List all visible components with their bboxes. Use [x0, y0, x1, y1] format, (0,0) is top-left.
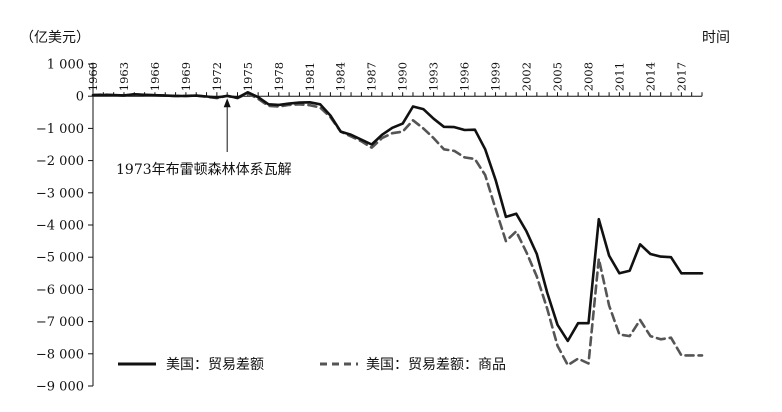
x-tick-label: 2014	[643, 62, 657, 91]
x-tick-label: 1969	[179, 62, 193, 91]
legend: 美国：贸易差额 美国：贸易差额：商品	[118, 357, 506, 373]
y-axis: 1 000 0 −1 000 −2 000 −3 000 −4 000 −5 000 −6 0…	[36, 58, 94, 395]
x-tick-label: 2002	[520, 62, 534, 91]
y-tick-label: −8 000	[36, 347, 84, 362]
plot-lines	[91, 91, 704, 367]
annotation: 1973年布雷顿森林体系瓦解	[116, 98, 292, 178]
series-line-trade-balance	[91, 91, 704, 343]
y-tick-label: −2 000	[36, 154, 84, 169]
legend-label-solid: 美国：贸易差额	[166, 357, 264, 373]
x-tick-label: 1993	[427, 62, 441, 91]
x-tick-label: 1984	[334, 62, 348, 91]
y-tick-label: 0	[76, 90, 84, 105]
x-tick-label: 1999	[489, 62, 503, 91]
y-axis-title: （亿美元）	[20, 30, 90, 46]
x-tick-label: 1972	[210, 62, 224, 91]
x-tick-label: 1975	[241, 62, 255, 91]
x-tick-label: 1996	[458, 62, 472, 91]
y-tick-label: −1 000	[36, 122, 84, 137]
x-axis: 1960 1963 1966 1969 1972 1975 1978 1981 1984 1987…	[86, 62, 703, 97]
x-tick-label: 1963	[117, 62, 131, 91]
x-tick-label: 1966	[148, 62, 162, 91]
x-tick-label: 2008	[581, 62, 595, 91]
y-tick-label: −5 000	[36, 251, 84, 266]
annotation-arrow-head	[223, 98, 231, 108]
y-tick-label: −4 000	[36, 219, 84, 234]
x-tick-label: 2017	[674, 62, 688, 91]
legend-label-dashed: 美国：贸易差额：商品	[366, 357, 506, 373]
y-tick-label: −7 000	[36, 315, 84, 330]
y-tick-label: 1 000	[47, 58, 84, 73]
x-tick-label: 2011	[612, 62, 626, 91]
x-tick-label: 1960	[86, 62, 100, 91]
x-tick-label: 1990	[396, 62, 410, 91]
x-tick-label: 2005	[550, 62, 564, 91]
annotation-text: 1973年布雷顿森林体系瓦解	[116, 162, 292, 178]
y-tick-label: −6 000	[36, 283, 84, 298]
x-axis-title: 时间	[702, 30, 730, 46]
x-tick-label: 1987	[365, 62, 379, 91]
series-line-goods-trade-balance	[91, 92, 704, 367]
y-tick-label: −3 000	[36, 186, 84, 201]
y-tick-label: −9 000	[36, 380, 84, 395]
x-tick-label: 1978	[272, 62, 286, 91]
x-tick-label: 1981	[303, 62, 317, 91]
